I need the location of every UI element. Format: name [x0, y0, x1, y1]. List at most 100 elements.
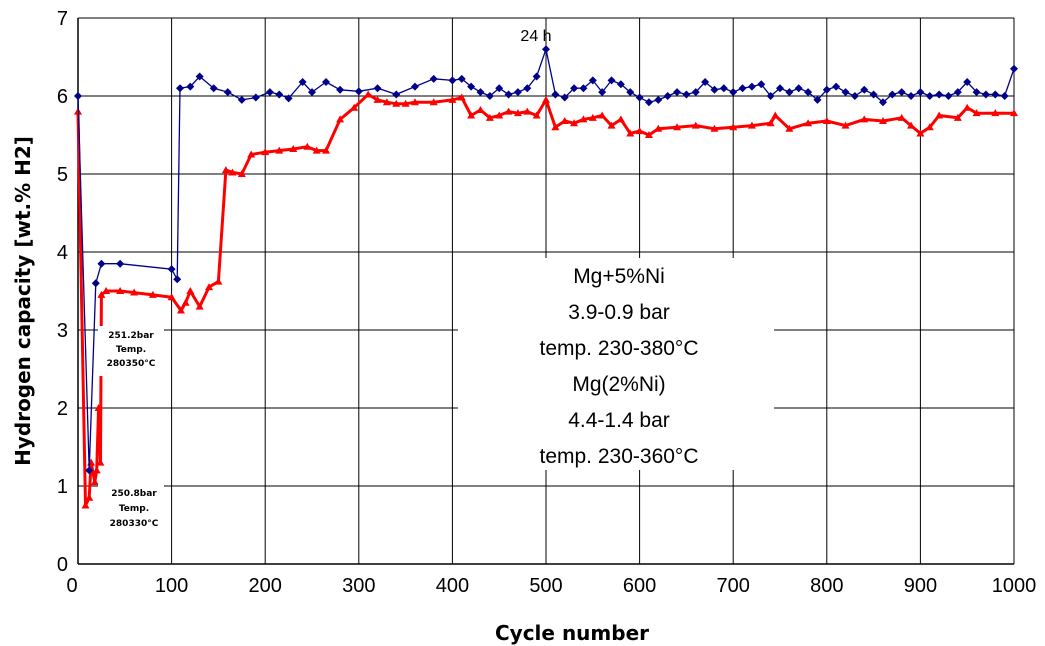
data-point-series-1	[963, 77, 972, 86]
data-point-series-2	[570, 119, 579, 127]
data-point-series-2	[598, 111, 607, 119]
data-point-series-1	[551, 90, 560, 99]
data-point-series-2	[97, 290, 106, 298]
data-point-series-1	[167, 265, 176, 274]
data-point-series-2	[925, 123, 934, 131]
data-point-series-2	[228, 168, 237, 176]
data-point-series-1	[981, 90, 990, 99]
data-point-series-1	[392, 90, 401, 99]
x-tick-label: 900	[904, 575, 937, 597]
data-point-series-1	[504, 90, 513, 99]
data-point-series-1	[841, 88, 850, 97]
data-point-series-2	[410, 98, 419, 106]
data-point-series-1	[719, 84, 728, 93]
data-point-series-1	[607, 76, 616, 85]
data-point-series-1	[813, 95, 822, 104]
legend-line: temp. 230-360°C	[540, 445, 699, 468]
data-point-series-2	[485, 113, 494, 121]
data-point-series-2	[96, 458, 105, 466]
data-point-series-1	[1010, 64, 1018, 73]
x-tick-label: 800	[810, 575, 843, 597]
data-point-series-1	[560, 93, 569, 102]
legend-line: 4.4-1.4 bar	[568, 409, 670, 432]
data-point-series-2	[102, 287, 111, 294]
data-point-series-1	[532, 72, 541, 81]
legend-text: Mg+5%Ni 3.9-0.9 bar temp. 230-380°C Mg(2%Ni…	[540, 265, 699, 468]
data-point-series-2	[448, 95, 457, 103]
data-point-series-2	[860, 115, 869, 123]
y-tick-label: 1	[57, 476, 68, 498]
x-tick-label: 600	[623, 575, 656, 597]
data-point-series-1	[757, 80, 766, 89]
data-point-series-1	[804, 88, 813, 97]
data-point-series-2	[467, 111, 476, 119]
legend-line: temp. 230-380°C	[540, 337, 699, 360]
lower-note-box	[98, 484, 164, 536]
data-point-series-2	[148, 290, 157, 298]
upper-note-box	[98, 326, 164, 376]
data-point-series-1	[195, 72, 204, 81]
lower-note-line: Temp.	[119, 504, 149, 514]
x-tick-label: 700	[717, 575, 750, 597]
annotations: 24 h 251.2bar Temp. 280350°C 250.8bar Temp. 28…	[98, 28, 552, 536]
data-point-series-2	[710, 124, 719, 132]
data-point-series-2	[186, 287, 195, 294]
data-point-series-1	[738, 84, 747, 93]
data-point-series-1	[944, 92, 953, 100]
data-point-series-2	[691, 121, 700, 129]
y-tick-label: 6	[57, 86, 68, 108]
data-point-series-1	[897, 88, 906, 97]
data-point-series-1	[74, 92, 82, 100]
legend-line: Mg(2%Ni)	[572, 373, 665, 396]
data-point-series-1	[223, 88, 232, 97]
data-point-series-2	[907, 121, 916, 129]
data-point-series-2	[579, 115, 588, 123]
x-tick-label: 200	[249, 575, 282, 597]
data-point-series-2	[261, 148, 270, 156]
data-point-series-2	[766, 119, 775, 127]
data-point-series-2	[275, 146, 284, 154]
data-point-series-1	[673, 88, 682, 97]
data-point-series-2	[312, 146, 321, 154]
data-point-series-1	[832, 82, 841, 91]
data-point-series-1	[322, 77, 331, 86]
series	[74, 45, 1018, 509]
data-point-series-2	[382, 98, 391, 106]
data-point-series-1	[626, 88, 635, 97]
data-point-series-2	[1010, 109, 1018, 117]
data-point-series-1	[186, 82, 195, 91]
data-point-series-2	[457, 93, 466, 101]
data-point-series-1	[91, 279, 100, 288]
data-point-series-1	[97, 259, 106, 268]
legend-line: 3.9-0.9 bar	[568, 301, 670, 324]
y-tick-label: 7	[57, 8, 68, 30]
data-point-series-2	[972, 109, 981, 117]
data-point-series-1	[588, 76, 597, 85]
data-point-series-2	[878, 116, 887, 124]
data-point-series-2	[195, 302, 204, 310]
upper-note-line: 251.2bar	[108, 331, 154, 341]
data-point-series-1	[663, 92, 672, 100]
data-point-series-1	[635, 93, 644, 102]
data-point-series-2	[935, 111, 944, 119]
data-point-series-2	[130, 288, 139, 296]
data-point-series-1	[710, 85, 719, 94]
data-point-series-1	[373, 84, 382, 93]
data-point-series-1	[176, 84, 185, 93]
data-point-series-2	[504, 107, 513, 115]
x-tick-label: 100	[155, 575, 188, 597]
data-point-series-1	[644, 98, 653, 107]
data-point-series-2	[588, 113, 597, 121]
data-point-series-1	[173, 275, 182, 284]
data-point-series-1	[888, 90, 897, 99]
data-point-series-2	[176, 306, 185, 314]
data-point-series-2	[350, 103, 359, 111]
axes	[77, 17, 1015, 565]
data-point-series-2	[495, 111, 504, 119]
data-point-series-2	[373, 95, 382, 103]
data-point-series-2	[289, 145, 298, 153]
data-point-series-1	[654, 95, 663, 104]
data-point-series-1	[354, 87, 363, 96]
data-point-series-2	[953, 113, 962, 121]
